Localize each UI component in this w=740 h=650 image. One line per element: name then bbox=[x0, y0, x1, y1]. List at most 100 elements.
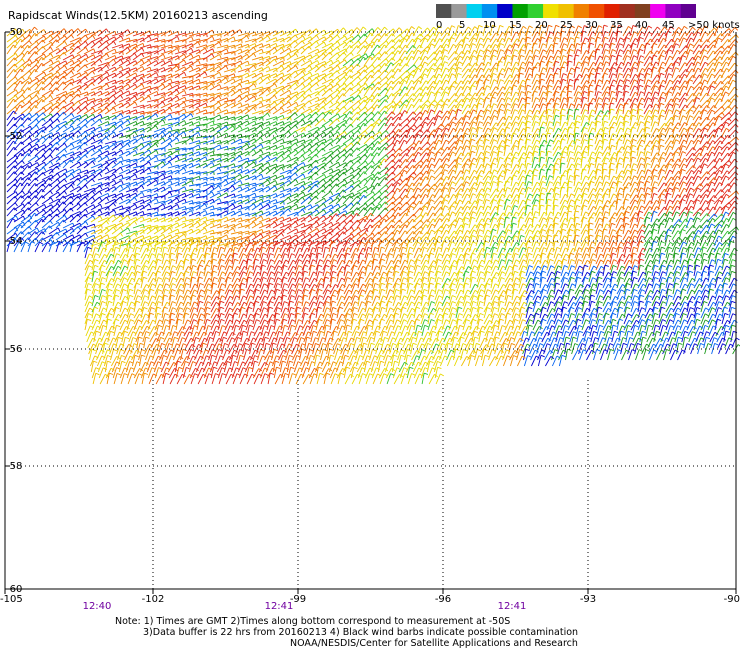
wind-barb-flag bbox=[369, 98, 374, 102]
wind-barb bbox=[223, 89, 234, 97]
wind-barb bbox=[433, 127, 440, 139]
wind-barb-flag bbox=[439, 80, 443, 84]
wind-barb bbox=[153, 53, 164, 61]
wind-barb-flag bbox=[184, 157, 187, 163]
wind-barb-flag bbox=[712, 44, 717, 48]
wind-barb-flag bbox=[682, 145, 687, 148]
wind-barb bbox=[69, 139, 81, 145]
wind-barb bbox=[104, 114, 116, 121]
wind-barb-flag bbox=[281, 107, 285, 112]
wind-barb bbox=[265, 42, 277, 49]
wind-barb-flag bbox=[57, 71, 61, 76]
wind-barb bbox=[447, 135, 456, 145]
wind-barb bbox=[62, 60, 73, 67]
wind-barb bbox=[307, 28, 317, 37]
wind-barb-flag bbox=[677, 122, 682, 126]
wind-barb-flag bbox=[663, 44, 668, 48]
wind-barb bbox=[181, 43, 193, 49]
wind-barb-flag bbox=[27, 50, 31, 55]
wind-barb-flag bbox=[15, 89, 19, 94]
wind-barb bbox=[76, 131, 87, 139]
wind-barb-flag bbox=[34, 26, 38, 31]
wind-barb bbox=[517, 61, 523, 73]
wind-barb-flag bbox=[391, 111, 396, 116]
wind-barb-flag bbox=[493, 139, 498, 142]
wind-barb bbox=[342, 75, 351, 85]
wind-barb-flag bbox=[219, 54, 222, 59]
wind-barb-flag bbox=[540, 60, 546, 63]
wind-barb-flag bbox=[113, 160, 116, 165]
wind-barb bbox=[510, 139, 517, 151]
wind-barb-flag bbox=[171, 50, 173, 55]
wind-barb bbox=[454, 117, 463, 127]
wind-barb-flag bbox=[664, 122, 668, 127]
wind-barb-flag bbox=[445, 127, 450, 131]
wind-barb bbox=[538, 91, 544, 103]
wind-barb bbox=[34, 112, 44, 121]
wind-barb-flag bbox=[281, 88, 284, 93]
wind-barb bbox=[608, 25, 613, 37]
wind-barb bbox=[622, 67, 629, 79]
wind-barb-flag bbox=[351, 58, 355, 63]
wind-barb bbox=[342, 137, 353, 145]
wind-barb bbox=[146, 90, 158, 97]
wind-barb-flag bbox=[260, 137, 264, 142]
wind-barb bbox=[202, 67, 214, 73]
wind-barb bbox=[622, 157, 626, 169]
wind-barb-flag bbox=[170, 126, 173, 131]
wind-barb bbox=[69, 161, 80, 169]
wind-barb-flag bbox=[399, 34, 403, 39]
wind-barb-flag bbox=[356, 147, 361, 152]
wind-barb-flag bbox=[668, 91, 673, 94]
wind-barb-flag bbox=[197, 41, 201, 46]
wind-barb-flag bbox=[550, 163, 555, 167]
wind-barb-flag bbox=[627, 145, 631, 149]
wind-barb-flag bbox=[358, 156, 362, 161]
wind-barb bbox=[223, 99, 235, 103]
wind-barb bbox=[531, 121, 536, 133]
wind-barb bbox=[6, 44, 14, 55]
wind-barb-flag bbox=[391, 122, 395, 127]
wind-barb bbox=[587, 133, 591, 145]
wind-barb bbox=[356, 65, 367, 73]
wind-barb bbox=[97, 83, 108, 91]
wind-barb-flag bbox=[50, 95, 54, 100]
wind-barb bbox=[272, 60, 284, 67]
wind-barb-flag bbox=[612, 73, 617, 76]
wind-barb-flag bbox=[626, 79, 631, 82]
wind-barb-flag bbox=[479, 145, 484, 148]
wind-barb-flag bbox=[473, 49, 478, 53]
wind-barb-flag bbox=[563, 55, 567, 58]
wind-barb-flag bbox=[43, 167, 47, 172]
wind-barb-flag bbox=[467, 74, 472, 79]
wind-barb bbox=[55, 41, 66, 49]
wind-barb bbox=[181, 53, 192, 61]
wind-barb-flag bbox=[308, 100, 312, 105]
wind-barb bbox=[13, 68, 21, 79]
wind-barb-flag bbox=[92, 131, 96, 136]
wind-barb-flag bbox=[274, 47, 278, 52]
wind-barb bbox=[356, 99, 365, 109]
wind-barb bbox=[615, 121, 621, 133]
wind-barb bbox=[244, 149, 255, 157]
wind-barb bbox=[237, 32, 249, 37]
wind-barb-flag bbox=[619, 37, 624, 41]
wind-barb-flag bbox=[536, 133, 541, 137]
wind-barb-flag bbox=[378, 52, 382, 56]
wind-barb-flag bbox=[392, 165, 396, 170]
wind-barb-flag bbox=[712, 68, 716, 72]
wind-barb bbox=[146, 120, 158, 127]
wind-barb bbox=[153, 101, 164, 109]
wind-barb-flag bbox=[148, 167, 152, 172]
wind-barb bbox=[167, 73, 179, 79]
wind-barb bbox=[314, 48, 326, 55]
wind-barb bbox=[461, 104, 469, 115]
wind-barb-flag bbox=[63, 28, 67, 33]
wind-barb bbox=[251, 116, 263, 121]
wind-barb bbox=[321, 30, 333, 37]
wind-barb bbox=[636, 37, 641, 49]
wind-barb-flag bbox=[480, 97, 484, 101]
wind-barb bbox=[125, 146, 137, 151]
wind-barb-flag bbox=[316, 82, 319, 87]
wind-barb bbox=[223, 57, 235, 61]
